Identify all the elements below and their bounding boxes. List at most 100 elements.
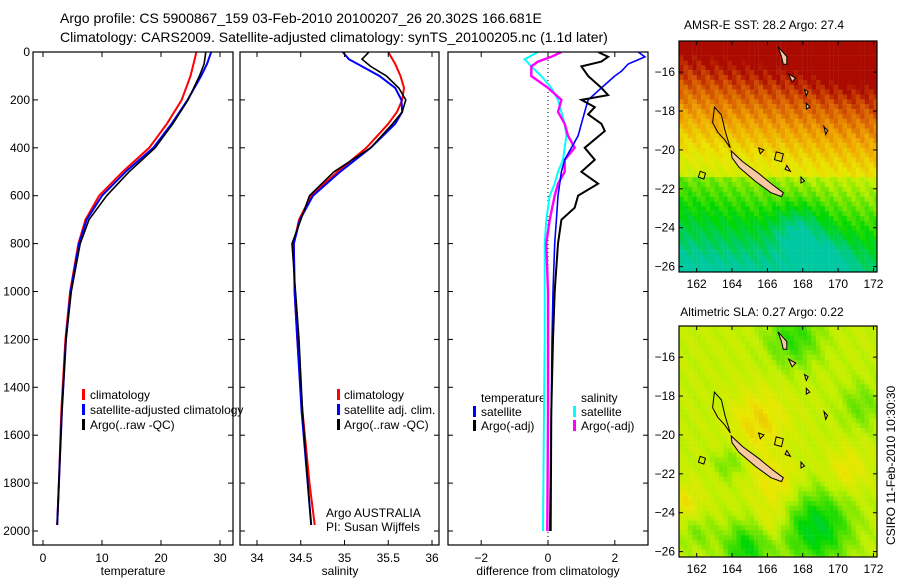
field-cell <box>829 148 834 154</box>
temperature-panel: 0 10 20 30020040060080010001200140016001800… <box>3 45 234 565</box>
field-cell <box>727 330 733 336</box>
field-cell <box>714 476 719 482</box>
field-cell <box>776 211 781 217</box>
field-cell <box>838 245 843 251</box>
field-cell <box>860 113 865 119</box>
field-cell <box>732 269 737 272</box>
field-cell <box>798 225 803 231</box>
field-cell <box>732 452 737 458</box>
field-cell <box>732 345 737 351</box>
field-cell <box>776 138 781 144</box>
field-cell <box>855 143 861 149</box>
field-cell <box>793 230 799 236</box>
field-cell <box>754 133 759 139</box>
field-cell <box>833 345 839 351</box>
field-cell <box>767 167 772 173</box>
field-cell <box>696 60 702 66</box>
field-cell <box>745 530 750 536</box>
field-cell <box>687 501 693 507</box>
field-cell <box>793 225 799 231</box>
field-cell <box>740 41 746 47</box>
field-cell <box>718 182 724 188</box>
field-cell <box>824 201 830 207</box>
field-cell <box>696 525 702 531</box>
field-cell <box>842 428 848 434</box>
field-cell <box>807 433 812 439</box>
field-cell <box>701 201 706 207</box>
field-cell <box>758 211 764 217</box>
field-cell <box>846 403 852 409</box>
field-cell <box>824 230 830 236</box>
field-cell <box>727 94 733 100</box>
field-cell <box>754 398 759 404</box>
field-cell <box>701 186 706 192</box>
field-cell <box>696 186 702 192</box>
island-land <box>823 409 829 421</box>
field-cell <box>807 186 812 192</box>
field-cell <box>771 148 777 154</box>
field-cell <box>696 374 702 380</box>
field-cell <box>807 79 812 85</box>
field-cell <box>780 235 786 241</box>
field-cell <box>745 240 750 246</box>
field-cell <box>820 196 825 202</box>
field-cell <box>846 99 852 105</box>
field-cell <box>860 138 865 144</box>
field-cell <box>833 505 839 511</box>
field-cell <box>692 172 697 178</box>
field-cell <box>816 369 821 375</box>
island-land <box>730 434 784 483</box>
field-cell <box>701 182 706 188</box>
field-cell <box>864 486 870 492</box>
field-cell <box>696 330 702 336</box>
field-cell <box>824 384 830 390</box>
field-cell <box>860 535 865 541</box>
field-cell <box>723 525 728 531</box>
field-cell <box>683 433 688 439</box>
field-cell <box>811 457 817 463</box>
field-cell <box>789 326 795 332</box>
field-cell <box>749 259 755 265</box>
field-cell <box>763 230 768 236</box>
field-cell <box>816 41 821 47</box>
field-cell <box>873 264 877 270</box>
field-cell <box>860 389 865 395</box>
field-cell <box>740 65 746 71</box>
field-cell <box>727 113 733 119</box>
field-cell <box>842 355 848 361</box>
field-cell <box>732 530 737 536</box>
field-cell <box>696 535 702 541</box>
field-cell <box>736 452 742 458</box>
field-cell <box>869 403 874 409</box>
field-cell <box>771 172 777 178</box>
field-cell <box>798 501 803 507</box>
field-cell <box>820 330 825 336</box>
legend-label: climatology <box>344 388 404 402</box>
x-tick-label: 36 <box>425 551 439 565</box>
field-cell <box>754 374 759 380</box>
field-cell <box>873 486 877 492</box>
field-cell <box>789 428 795 434</box>
field-cell <box>758 360 764 366</box>
field-cell <box>776 259 781 265</box>
field-cell <box>771 462 777 468</box>
field-cell <box>864 549 870 555</box>
field-cell <box>705 182 711 188</box>
field-cell <box>740 345 746 351</box>
field-cell <box>873 544 877 550</box>
field-cell <box>829 133 834 139</box>
field-cell <box>754 70 759 76</box>
field-cell <box>754 340 759 346</box>
field-cell <box>679 549 684 555</box>
field-cell <box>732 148 737 154</box>
field-cell <box>816 496 821 502</box>
field-cell <box>802 65 808 71</box>
field-cell <box>785 186 790 192</box>
field-cell <box>811 264 817 270</box>
field-cell <box>767 196 772 202</box>
field-cell <box>692 355 697 361</box>
field-cell <box>785 230 790 236</box>
field-cell <box>802 476 808 482</box>
field-cell <box>767 374 772 380</box>
field-cell <box>763 206 768 212</box>
